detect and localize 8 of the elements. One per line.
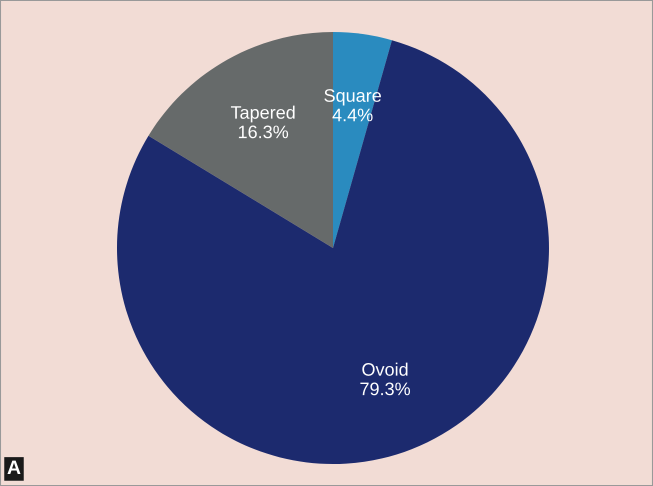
data-label: 16.3% [238,126,288,138]
data-label: 4.4% [332,108,373,122]
data-label: 79.3% [360,382,410,396]
text: A [7,460,21,474]
slice-label: Ovoid [362,362,408,376]
pie-slice [117,40,549,464]
slice-label: Tapered [230,106,295,122]
slice-label: Square [324,89,381,106]
